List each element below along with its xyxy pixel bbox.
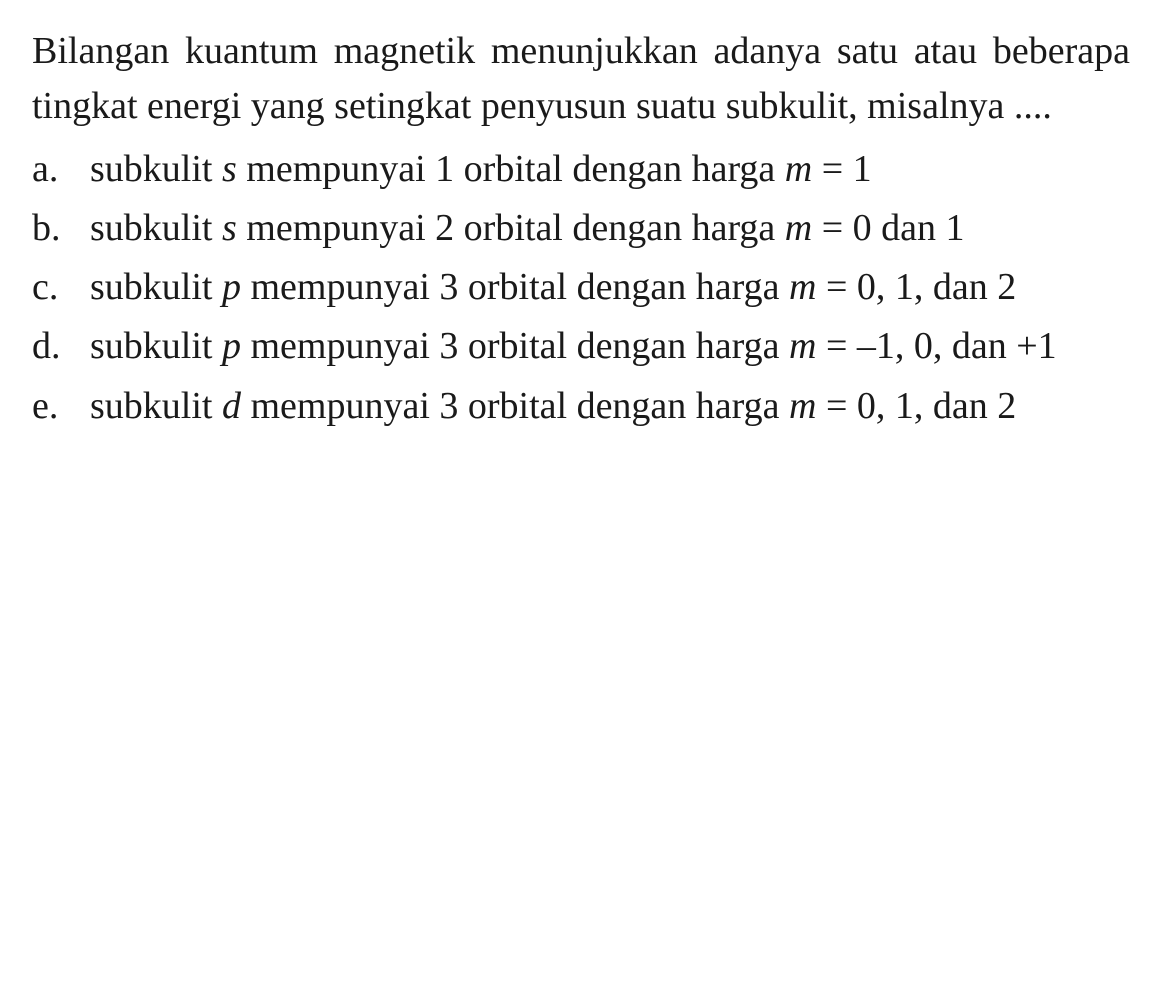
option-text: subkulit d mempunyai 3 orbital dengan ha… xyxy=(90,379,1130,434)
subshell-symbol: p xyxy=(222,325,241,367)
option-value: = 0, 1, dan 2 xyxy=(816,385,1016,427)
option-letter: d. xyxy=(32,319,90,374)
option-a: a. subkulit s mempunyai 1 orbital dengan… xyxy=(32,142,1130,197)
variable-m: m xyxy=(789,266,816,308)
option-prefix: subkulit xyxy=(90,266,222,308)
option-middle: mempunyai 3 orbital dengan harga xyxy=(241,266,789,308)
option-text: subkulit p mempunyai 3 orbital dengan ha… xyxy=(90,319,1130,374)
option-middle: mempunyai 1 orbital dengan harga xyxy=(237,148,785,190)
option-text: subkulit s mempunyai 2 orbital dengan ha… xyxy=(90,201,1130,256)
option-middle: mempunyai 3 orbital dengan harga xyxy=(241,385,789,427)
subshell-symbol: p xyxy=(222,266,241,308)
option-letter: c. xyxy=(32,260,90,315)
variable-m: m xyxy=(789,385,816,427)
option-letter: b. xyxy=(32,201,90,256)
option-prefix: subkulit xyxy=(90,385,222,427)
option-letter: e. xyxy=(32,379,90,434)
option-middle: mempunyai 3 orbital dengan harga xyxy=(241,325,789,367)
option-text: subkulit s mempunyai 1 orbital dengan ha… xyxy=(90,142,1130,197)
option-c: c. subkulit p mempunyai 3 orbital dengan… xyxy=(32,260,1130,315)
option-value: = –1, 0, dan +1 xyxy=(816,325,1056,367)
variable-m: m xyxy=(785,148,812,190)
option-value: = 1 xyxy=(812,148,871,190)
option-b: b. subkulit s mempunyai 2 orbital dengan… xyxy=(32,201,1130,256)
option-prefix: subkulit xyxy=(90,207,222,249)
option-prefix: subkulit xyxy=(90,148,222,190)
option-middle: mempunyai 2 orbital dengan harga xyxy=(237,207,785,249)
option-e: e. subkulit d mempunyai 3 orbital dengan… xyxy=(32,379,1130,434)
variable-m: m xyxy=(789,325,816,367)
subshell-symbol: s xyxy=(222,148,237,190)
question-stem: Bilangan kuantum magnetik menunjukkan ad… xyxy=(32,24,1130,134)
option-text: subkulit p mempunyai 3 orbital dengan ha… xyxy=(90,260,1130,315)
variable-m: m xyxy=(785,207,812,249)
option-d: d. subkulit p mempunyai 3 orbital dengan… xyxy=(32,319,1130,374)
subshell-symbol: s xyxy=(222,207,237,249)
option-prefix: subkulit xyxy=(90,325,222,367)
subshell-symbol: d xyxy=(222,385,241,427)
option-value: = 0 dan 1 xyxy=(812,207,964,249)
option-value: = 0, 1, dan 2 xyxy=(816,266,1016,308)
option-letter: a. xyxy=(32,142,90,197)
options-list: a. subkulit s mempunyai 1 orbital dengan… xyxy=(32,142,1130,433)
